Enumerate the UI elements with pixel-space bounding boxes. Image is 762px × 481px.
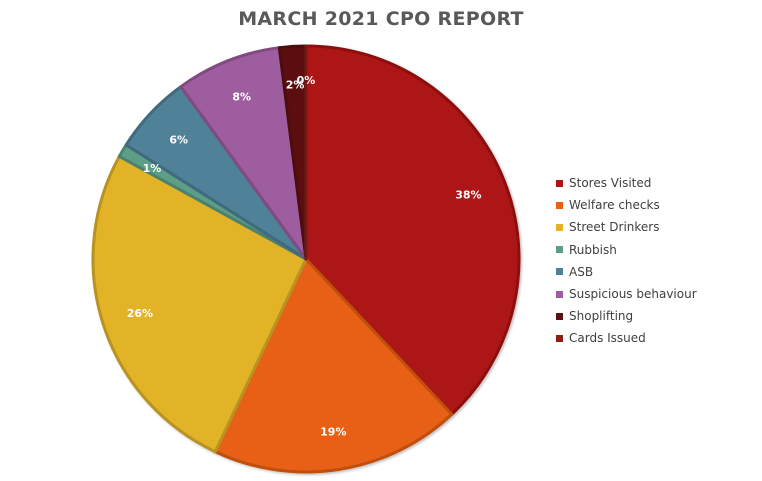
data-label-stores-visited: 38% [455, 189, 481, 202]
legend-swatch [556, 312, 563, 320]
legend-item-cards-issued: Cards Issued [556, 327, 697, 349]
legend-label: Shoplifting [569, 309, 634, 324]
legend-item-shoplifting: Shoplifting [556, 305, 697, 327]
data-label-cards-issued: 0% [297, 74, 316, 87]
legend-label: Street Drinkers [569, 220, 660, 235]
data-label-shoplifting: 2% [286, 79, 305, 92]
legend-item-stores-visited: Stores Visited [556, 172, 697, 194]
legend-label: Welfare checks [569, 198, 660, 213]
legend-item-asb: ASB [556, 261, 697, 283]
data-label-suspicious-behaviour: 8% [232, 91, 251, 104]
legend-swatch [556, 290, 563, 298]
legend-swatch [556, 201, 563, 209]
chart-title: MARCH 2021 CPO REPORT [238, 8, 524, 30]
legend-item-welfare-checks: Welfare checks [556, 194, 697, 216]
legend-label: Cards Issued [569, 331, 646, 346]
legend-swatch [556, 246, 563, 254]
legend-item-suspicious-behaviour: Suspicious behaviour [556, 283, 697, 305]
data-label-rubbish: 1% [143, 162, 162, 175]
data-label-welfare-checks: 19% [320, 426, 346, 439]
legend-label: Suspicious behaviour [569, 287, 697, 302]
legend-label: ASB [569, 264, 594, 279]
legend-swatch [556, 268, 563, 276]
pie-slice-stores-visited [304, 44, 521, 416]
legend-label: Rubbish [569, 242, 617, 257]
legend-label: Stores Visited [569, 176, 652, 191]
legend-swatch [556, 179, 563, 187]
data-label-asb: 6% [169, 133, 188, 146]
data-label-street-drinkers: 26% [127, 307, 153, 320]
legend-swatch [556, 334, 563, 342]
pie-slice-welfare-checks [213, 257, 454, 474]
legend-item-rubbish: Rubbish [556, 239, 697, 261]
legend: Stores Visited Welfare checks Street Drink… [556, 172, 697, 350]
pie-slice-suspicious-behaviour [179, 46, 308, 261]
legend-item-street-drinkers: Street Drinkers [556, 216, 697, 238]
legend-swatch [556, 223, 563, 231]
